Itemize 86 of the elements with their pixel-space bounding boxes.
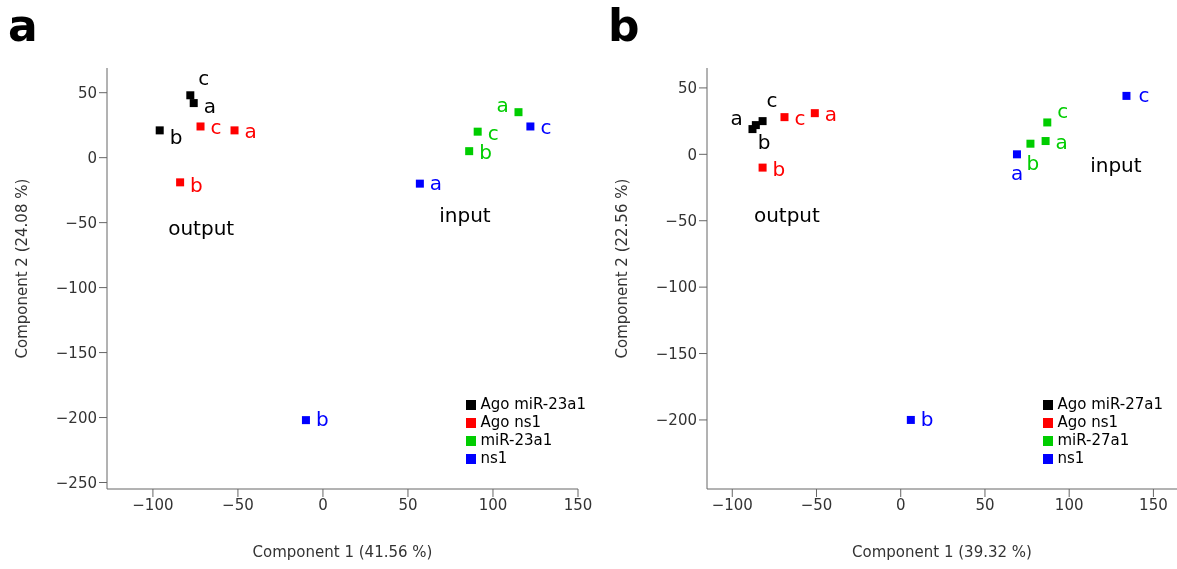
legend-label: miR-23a1: [480, 431, 553, 449]
point: [473, 127, 482, 136]
annotation: input: [1090, 152, 1142, 177]
data-label: b: [772, 156, 786, 181]
legend-label: miR-27a1: [1057, 431, 1130, 449]
point: [1026, 139, 1035, 148]
point: [465, 147, 474, 156]
y-axis-title: Component 2 (22.56 %): [613, 178, 632, 359]
x-tick-label: 50: [975, 495, 995, 514]
data-label: b: [190, 173, 203, 198]
data-label: c: [198, 66, 210, 91]
x-tick-label: 0: [318, 495, 328, 514]
point: [176, 178, 185, 187]
point: [758, 163, 767, 172]
y-tick-label: −200: [55, 408, 97, 427]
data-label: a: [244, 119, 257, 144]
data-label: c: [766, 88, 778, 113]
point: [186, 91, 195, 100]
legend-label: Ago ns1: [1057, 413, 1119, 431]
y-tick-label: −100: [55, 278, 97, 297]
data-label: a: [1010, 161, 1024, 186]
point: [301, 416, 310, 425]
y-tick-label: 0: [87, 148, 97, 167]
x-tick-label: 100: [1054, 495, 1084, 514]
point: [196, 122, 205, 131]
point: [155, 126, 164, 135]
x-tick-label: 50: [398, 495, 418, 514]
x-tick-label: −100: [711, 495, 753, 514]
legend-label: Ago ns1: [480, 413, 542, 431]
data-label: a: [1055, 130, 1068, 155]
y-tick-label: 50: [677, 79, 697, 98]
point: [1043, 118, 1052, 127]
x-tick-label: −100: [132, 495, 174, 514]
data-label: c: [1057, 99, 1069, 124]
data-label: a: [429, 170, 443, 195]
point: [526, 122, 535, 131]
data-label: b: [169, 125, 183, 150]
y-tick-label: −200: [655, 411, 697, 430]
point: [780, 113, 789, 122]
point: [1012, 150, 1021, 159]
y-tick-label: −50: [65, 213, 97, 232]
point: [415, 179, 424, 188]
point: [514, 108, 523, 117]
point: [751, 121, 760, 130]
y-tick-label: 50: [77, 84, 97, 103]
point: [758, 117, 767, 126]
chart-title: a: [8, 0, 38, 51]
data-label: c: [1138, 82, 1150, 107]
data-label: c: [794, 106, 806, 131]
y-tick-label: −100: [655, 278, 697, 297]
legend-label: ns1: [1057, 449, 1085, 467]
x-axis-title: Component 1 (39.32 %): [852, 543, 1032, 561]
legend-label: Ago miR-23a1: [480, 395, 586, 413]
x-tick-label: −50: [800, 495, 833, 514]
point: [189, 99, 198, 108]
data-label: a: [730, 106, 743, 131]
x-tick-label: 0: [895, 495, 906, 514]
data-label: a: [824, 102, 838, 127]
x-tick-label: −50: [222, 495, 254, 514]
y-tick-label: 0: [687, 145, 697, 164]
data-label: b: [1026, 150, 1040, 175]
point: [1122, 91, 1131, 100]
data-label: b: [920, 406, 934, 431]
data-label: b: [757, 130, 771, 155]
chart-title: b: [608, 0, 640, 51]
y-tick-label: −150: [55, 343, 97, 362]
point: [1041, 137, 1050, 146]
annotation: input: [439, 203, 491, 228]
data-label: a: [496, 93, 509, 118]
y-axis-title: Component 2 (24.08 %): [13, 178, 32, 359]
annotation: output: [168, 215, 235, 240]
x-tick-label: 100: [478, 495, 508, 514]
point: [810, 109, 819, 118]
legend-label: Ago miR-27a1: [1057, 395, 1163, 413]
x-tick-label: 150: [1139, 495, 1168, 514]
data-label: c: [540, 115, 552, 140]
y-tick-label: −150: [655, 344, 697, 363]
point: [230, 126, 239, 135]
point: [906, 415, 915, 424]
y-tick-label: −50: [665, 212, 697, 231]
x-tick-label: 150: [563, 495, 593, 514]
y-tick-label: −250: [55, 473, 97, 492]
annotation: output: [753, 203, 820, 228]
data-label: b: [315, 407, 329, 432]
x-axis-title: Component 1 (41.56 %): [252, 543, 433, 561]
legend-label: ns1: [480, 449, 508, 467]
